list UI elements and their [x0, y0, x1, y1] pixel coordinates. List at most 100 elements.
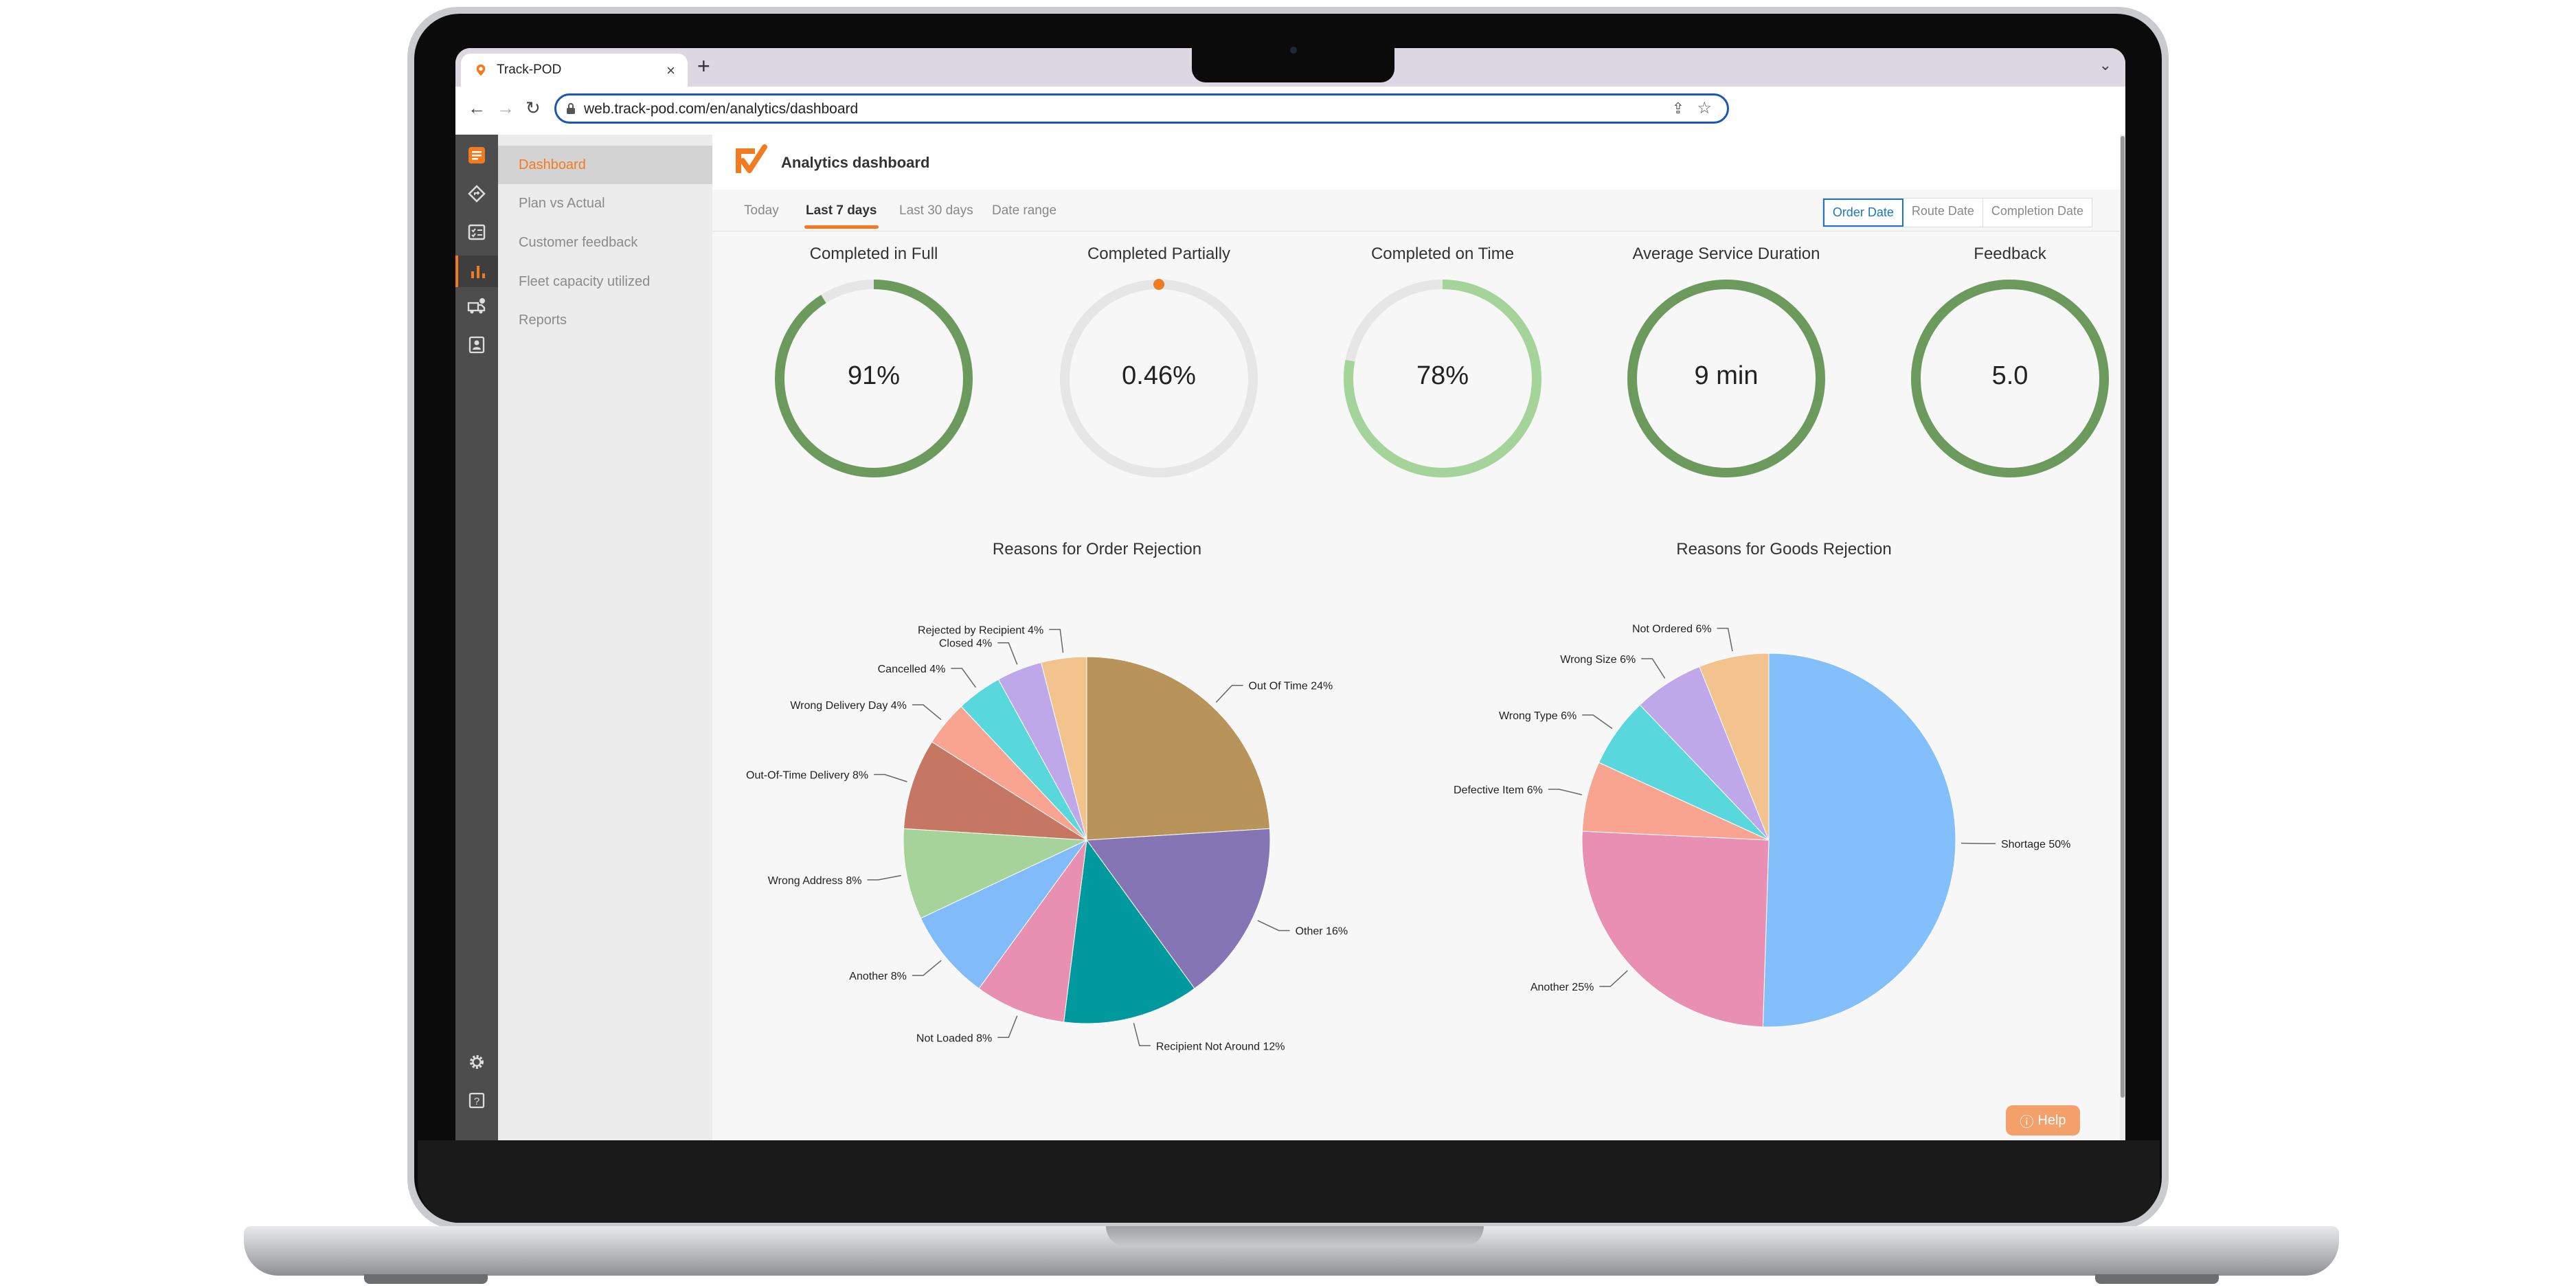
kpi-title: Feedback	[1974, 245, 2046, 263]
laptop-base-notch	[1106, 1226, 1484, 1247]
pie-slice[interactable]	[1040, 656, 1087, 841]
browser-tab-title: Track-POD	[497, 63, 562, 77]
laptop-foot-left	[364, 1274, 488, 1284]
kpi-ring	[1627, 280, 1825, 477]
pie-label-leader	[1961, 842, 1996, 844]
pie-slice-label: Out Of Time 24%	[1249, 681, 1333, 692]
order-rejection-pie: Out Of Time 24% Other 16% Recipient Not Ar…	[746, 624, 1348, 1052]
kpi-completed-partially: Completed Partially 0.46%	[1056, 245, 1262, 477]
kpi-completed-on-time: Completed on Time 78%	[1340, 245, 1546, 477]
lock-icon	[567, 103, 575, 114]
pie-slice-label: Cancelled 4%	[878, 664, 946, 675]
kpi-ring-fill	[1627, 280, 1825, 477]
subnav-item-fleet-capacity[interactable]: Fleet capacity utilized	[519, 273, 651, 289]
camera-notch	[1192, 48, 1394, 82]
tab-close-icon[interactable]: ×	[666, 62, 675, 79]
pie-slice-label: Another 25%	[1530, 982, 1594, 993]
kpi-ring	[1344, 280, 1541, 477]
page-title: Analytics dashboard	[781, 154, 930, 171]
pie-slice[interactable]	[903, 741, 1087, 841]
order-date-button[interactable]: Order Date	[1822, 199, 1903, 227]
analytics-icon[interactable]	[455, 256, 498, 287]
url-text: web.track-pod.com/en/analytics/dashboard	[584, 101, 859, 117]
bookmark-star-icon[interactable]: ☆	[1697, 99, 1712, 117]
subnav-item-reports[interactable]: Reports	[519, 312, 567, 328]
kpi-completed-in-full: Completed in Full 91%	[771, 245, 977, 477]
pie-slice[interactable]	[1063, 839, 1195, 1024]
browser-tab[interactable]: Track-POD ×	[461, 54, 688, 87]
goods-rejection-title: Reasons for Goods Rejection	[1676, 540, 1892, 558]
checklist-icon[interactable]	[455, 218, 498, 246]
kpi-value: 9 min	[1694, 361, 1759, 390]
pie-label-leader	[1548, 789, 1583, 795]
kpi-ring-fill	[1153, 279, 1164, 290]
pie-slice[interactable]	[978, 839, 1087, 1023]
date-type-toggle: Order Date Route Date Completion Date	[1822, 198, 2092, 227]
goods-rejection-pie: Shortage 50% Another 25% Defective Item 6%…	[1454, 624, 2070, 1028]
truck-notification-icon[interactable]	[455, 293, 498, 320]
reload-icon[interactable]: ↻	[526, 98, 541, 118]
kpi-value: 5.0	[1991, 361, 2029, 390]
screen-chin	[418, 1140, 2160, 1223]
tab-last-30-days[interactable]: Last 30 days	[899, 203, 973, 218]
new-tab-button[interactable]: +	[697, 54, 710, 78]
track-pod-logo	[736, 144, 767, 173]
pie-label-leader	[1215, 684, 1243, 703]
pie-label-leader	[951, 668, 976, 688]
contacts-icon[interactable]	[455, 331, 498, 359]
subnav-item-customer-feedback[interactable]: Customer feedback	[519, 234, 638, 250]
pie-label-leader	[1717, 627, 1733, 652]
pie-slice[interactable]	[1699, 653, 1770, 841]
icon-rail: ?	[455, 135, 498, 1140]
forward-arrow-icon[interactable]: →	[497, 98, 515, 118]
pie-slice[interactable]	[1086, 828, 1271, 989]
pie-slice-label: Shortage 50%	[2001, 839, 2070, 850]
kpi-value: 91%	[847, 361, 901, 390]
subnav-item-plan-vs-actual[interactable]: Plan vs Actual	[519, 195, 605, 211]
pie-slice[interactable]	[1581, 831, 1770, 1028]
kpi-ring-fill	[1911, 280, 2109, 477]
gear-icon[interactable]	[455, 1048, 498, 1076]
pie-label-leader	[997, 1015, 1018, 1039]
kpi-feedback: Feedback 5.0	[1907, 245, 2113, 477]
orders-icon[interactable]	[455, 142, 498, 169]
pie-label-leader	[1599, 970, 1628, 987]
tab-date-range[interactable]: Date range	[992, 203, 1057, 218]
pie-slice-label: Defective Item 6%	[1454, 784, 1543, 796]
screen: Track-POD × + ⌄ ← → ↻ web.track-pod.com/…	[455, 48, 2125, 1140]
kpi-value: 78%	[1416, 361, 1469, 390]
help-button[interactable]: ⓘ Help	[2006, 1105, 2080, 1136]
completion-date-button[interactable]: Completion Date	[1991, 204, 2083, 218]
back-arrow-icon[interactable]: ←	[468, 98, 486, 118]
scrollbar-thumb[interactable]	[2121, 136, 2125, 1098]
pie-label-leader	[912, 960, 942, 976]
address-bar[interactable]: web.track-pod.com/en/analytics/dashboard…	[554, 93, 1729, 124]
tab-today[interactable]: Today	[744, 203, 779, 218]
pie-slice[interactable]	[1762, 653, 1956, 1028]
pie-slice[interactable]	[920, 839, 1087, 989]
tab-last-7-days[interactable]: Last 7 days	[806, 203, 877, 218]
kpi-value: 0.46%	[1122, 361, 1196, 390]
routing-icon[interactable]	[455, 180, 498, 207]
chevron-down-icon[interactable]: ⌄	[2099, 56, 2112, 74]
route-date-button[interactable]: Route Date	[1903, 199, 1983, 227]
pie-slice-label: Another 8%	[849, 971, 907, 982]
scrollbar[interactable]	[2120, 135, 2125, 1140]
pie-slice[interactable]	[1086, 656, 1271, 841]
kpi-ring-fill	[1344, 280, 1541, 477]
pie-label-leader	[997, 642, 1018, 665]
share-icon[interactable]: ⇪	[1671, 100, 1684, 117]
kpi-title: Completed Partially	[1087, 245, 1231, 263]
pie-slice[interactable]	[903, 828, 1087, 919]
pie-slice-label: Wrong Size 6%	[1560, 654, 1636, 666]
pie-slice-label: Recipient Not Around 12%	[1156, 1041, 1285, 1052]
track-pod-favicon-icon	[476, 64, 486, 76]
kpi-title: Average Service Duration	[1632, 245, 1820, 263]
page-header: Analytics dashboard	[712, 135, 2125, 190]
help-question-icon[interactable]: ?	[455, 1087, 498, 1114]
subnav-item-dashboard[interactable]: Dashboard	[498, 146, 712, 184]
pie-slice-label: Wrong Address 8%	[768, 875, 862, 887]
pie-label-leader	[1582, 714, 1613, 730]
kpi-ring	[1911, 280, 2109, 477]
active-tab-underline	[804, 225, 879, 229]
